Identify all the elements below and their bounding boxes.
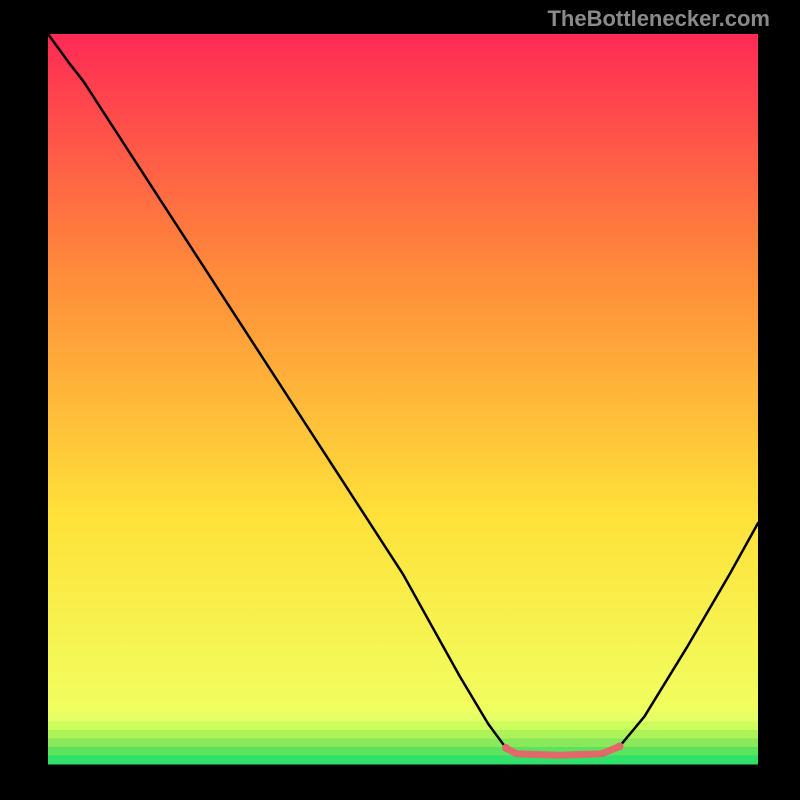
main-curve [48, 34, 758, 755]
stripe [48, 713, 758, 722]
marker-cap-right [616, 742, 624, 750]
stripe [48, 738, 758, 747]
stripe [48, 730, 758, 739]
stripe [48, 747, 758, 756]
stripe [48, 721, 758, 730]
chart-svg [0, 0, 800, 800]
stripe [48, 755, 758, 764]
marker-cap-left [502, 744, 510, 752]
bottom-stripes [48, 713, 758, 765]
